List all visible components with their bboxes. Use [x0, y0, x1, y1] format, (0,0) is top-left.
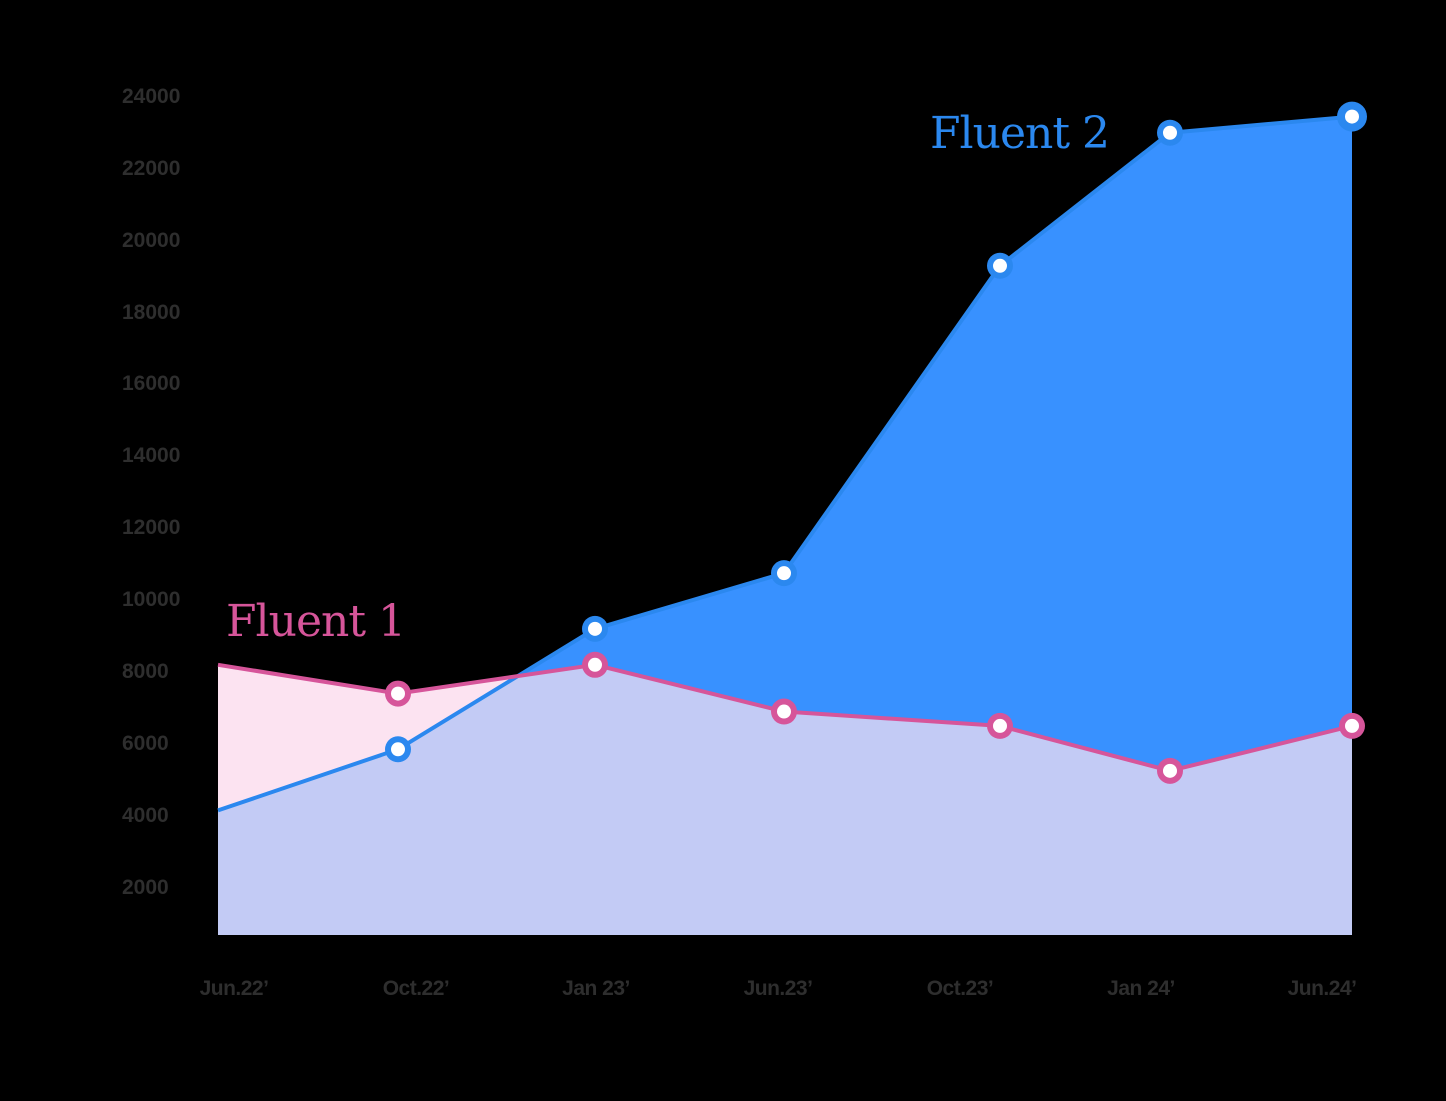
x-tick-label: Jan 24’ [1107, 977, 1175, 1000]
y-tick-label: 22000 [122, 156, 181, 180]
y-tick-label: 18000 [122, 300, 181, 324]
x-tick-label: Jun.22’ [199, 977, 269, 1000]
y-tick-label: 14000 [122, 444, 181, 468]
fluent-2-point[interactable] [1157, 119, 1183, 146]
fluent-2-point[interactable] [987, 252, 1013, 279]
fluent-1-point[interactable] [987, 712, 1013, 739]
fluent-1-point[interactable] [582, 651, 608, 678]
series-label-fluent-1: Fluent 1 [226, 596, 406, 647]
y-tick-label: 6000 [122, 731, 169, 755]
y-tick-label: 24000 [122, 84, 181, 108]
x-tick-label: Jun.23’ [743, 977, 813, 1000]
y-tick-label: 12000 [122, 516, 181, 540]
fluent-2-point[interactable] [385, 736, 411, 763]
y-tick-label: 16000 [122, 372, 181, 396]
fluent-2-point[interactable] [1337, 101, 1367, 132]
data-point-markers [385, 101, 1367, 784]
area-fills [218, 116, 1352, 935]
fluent-2-point[interactable] [771, 560, 797, 587]
fluent-2-point[interactable] [582, 615, 608, 642]
fluent-1-point[interactable] [1157, 757, 1183, 784]
fluent-1-point[interactable] [1339, 712, 1365, 739]
fluent-1-point[interactable] [385, 680, 411, 707]
y-tick-label: 2000 [122, 875, 169, 899]
x-tick-label: Oct.22’ [382, 977, 450, 1000]
series-label-fluent-2: Fluent 2 [930, 108, 1110, 159]
y-tick-label: 10000 [122, 588, 181, 612]
y-tick-label: 8000 [122, 660, 169, 683]
x-tick-label: Jun.24’ [1287, 977, 1357, 1000]
x-tick-label: Jan 23’ [562, 977, 630, 1000]
fluent-1-point[interactable] [771, 698, 797, 725]
y-tick-label: 4000 [122, 803, 169, 827]
x-tick-label: Oct.23’ [926, 977, 994, 1000]
y-tick-label: 20000 [122, 228, 181, 252]
